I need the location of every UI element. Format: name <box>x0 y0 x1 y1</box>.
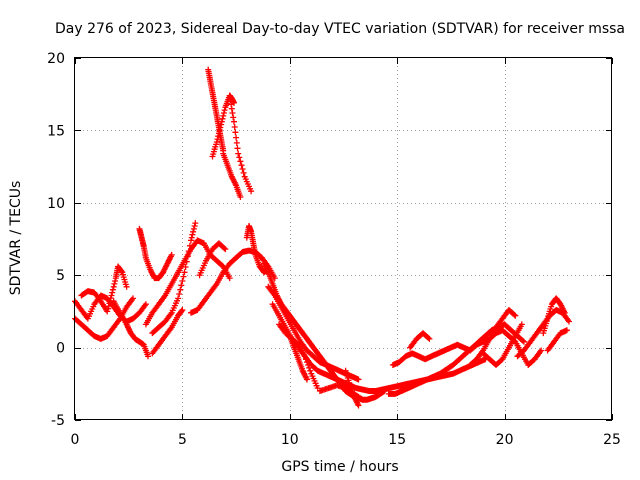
data-points <box>72 66 572 409</box>
x-tick-label: 25 <box>603 432 621 448</box>
data-point-markers <box>544 327 570 354</box>
series-arc-6 <box>142 237 233 328</box>
data-point-markers <box>342 367 362 409</box>
series-arc-25 <box>407 330 433 351</box>
x-tick-label: 0 <box>71 432 80 448</box>
data-point-markers <box>286 333 310 383</box>
series-arc-26 <box>467 307 519 368</box>
series-arc-4 <box>110 298 151 360</box>
data-point-markers <box>142 237 233 328</box>
series-arc-10 <box>196 240 229 279</box>
series-arc-3 <box>78 263 130 315</box>
y-tick-label: -5 <box>51 413 65 429</box>
data-point-markers <box>78 263 130 315</box>
plot-frame <box>74 57 612 420</box>
series-arc-12 <box>209 92 255 195</box>
data-point-markers <box>467 307 519 368</box>
data-point-markers <box>149 220 199 337</box>
series-arc-29 <box>540 295 568 337</box>
y-tick-label: 15 <box>47 123 65 139</box>
series-arc-13 <box>220 150 244 200</box>
series-arc-8 <box>149 307 186 357</box>
series-arc-5 <box>136 225 175 282</box>
grid <box>75 58 612 420</box>
y-tick-label: 5 <box>56 268 65 284</box>
data-point-markers <box>209 92 255 195</box>
series-arc-27 <box>480 321 525 368</box>
data-point-markers <box>196 240 229 279</box>
x-tick-label: 20 <box>496 432 514 448</box>
series-arc-22 <box>342 367 362 409</box>
y-axis-tick-labels: -5 0 5 10 15 20 <box>47 51 65 429</box>
y-axis-label: SDTVAR / TECUs <box>8 181 24 296</box>
series-arc-14 <box>226 92 237 106</box>
x-axis-tick-labels: 0 5 10 15 20 25 <box>71 432 621 448</box>
data-point-markers <box>226 92 237 106</box>
data-point-markers <box>220 150 244 200</box>
x-tick-label: 5 <box>178 432 187 448</box>
y-tick-label: 20 <box>47 51 65 67</box>
y-tick-label: 10 <box>47 196 65 212</box>
data-point-markers <box>480 321 525 368</box>
x-tick-label: 10 <box>281 432 299 448</box>
chart-title: Day 276 of 2023, Sidereal Day-to-day VTE… <box>55 21 625 37</box>
x-axis-label: GPS time / hours <box>281 459 398 475</box>
x-tick-label: 15 <box>388 432 406 448</box>
data-point-markers <box>110 298 151 360</box>
data-point-markers <box>540 295 568 337</box>
series-arc-20 <box>286 333 310 383</box>
series-arc-30 <box>544 327 570 354</box>
data-point-markers <box>136 225 175 282</box>
data-point-markers <box>149 307 186 357</box>
series-arc-7 <box>149 220 199 337</box>
data-point-markers <box>407 330 433 351</box>
axis-ticks <box>75 58 613 421</box>
y-tick-label: 0 <box>56 341 65 357</box>
